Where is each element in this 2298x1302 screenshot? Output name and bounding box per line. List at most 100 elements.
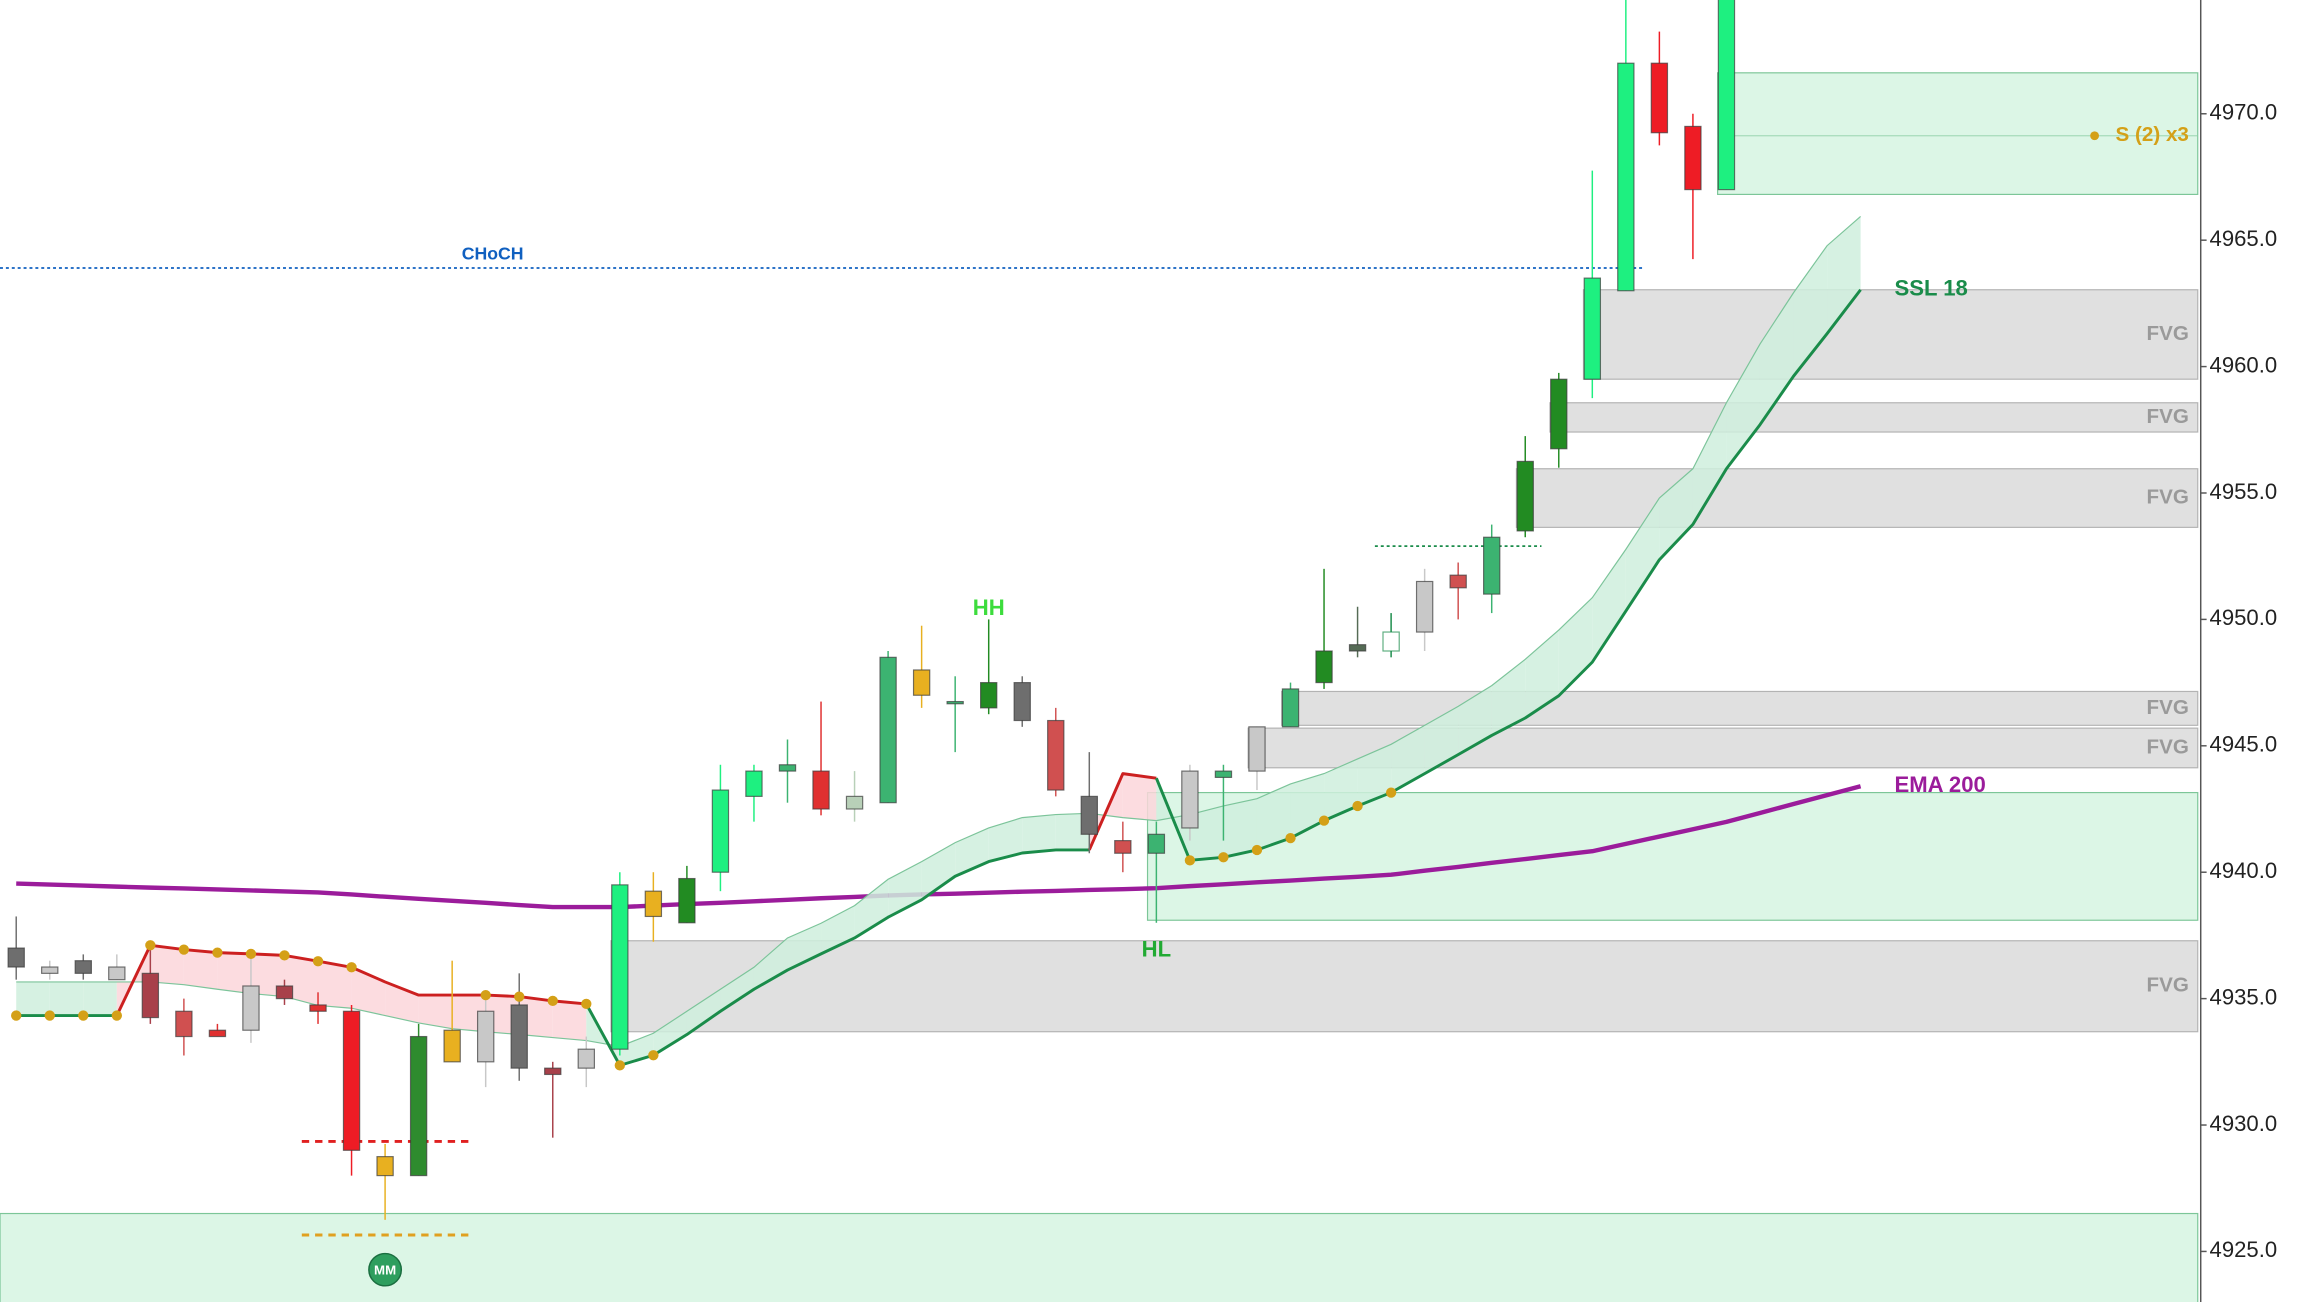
candle-body <box>778 764 797 772</box>
ssl-dot <box>178 944 190 955</box>
level-label: CHoCH <box>462 243 524 263</box>
candle-body <box>443 1029 461 1063</box>
candle-body <box>108 966 126 981</box>
channel-band <box>1357 744 1392 806</box>
y-tick-label: 4940.0 <box>2210 858 2278 883</box>
zone <box>0 1212 2199 1302</box>
candle-body <box>376 1156 394 1177</box>
candle-body <box>242 985 260 1031</box>
channel-band <box>1424 706 1459 774</box>
channel-band <box>753 937 788 990</box>
candle-body <box>1181 770 1199 829</box>
ssl-dot <box>648 1050 659 1061</box>
candle-body <box>1449 574 1467 589</box>
ssl-dot <box>111 1010 122 1021</box>
candle-body <box>1315 650 1333 684</box>
y-tick-label: 4955.0 <box>2210 479 2278 504</box>
channel-band <box>1491 659 1526 736</box>
channel-band <box>988 817 1023 862</box>
channel-band <box>183 949 218 990</box>
candle-body <box>1684 125 1702 191</box>
ssl-dot <box>312 956 324 967</box>
ssl-dot <box>245 948 257 960</box>
channel-band <box>1022 814 1056 853</box>
candle-body <box>1483 536 1501 595</box>
badge-label: MM <box>374 1263 396 1278</box>
candle-body <box>711 789 730 873</box>
ssl-dot <box>1318 815 1330 826</box>
zone-dot <box>2090 131 2100 141</box>
ssl-dot <box>11 1010 22 1021</box>
y-tick-label: 4965.0 <box>2210 226 2278 251</box>
y-tick-label: 4960.0 <box>2210 352 2278 377</box>
candle-body <box>510 1004 528 1069</box>
zone-label: S (2) x3 <box>2116 123 2189 146</box>
y-axis: 4925.0 4930.0 4935.0 4940.0 4945.0 4950.0 4955… <box>2199 0 2278 1302</box>
candle-body <box>845 795 864 810</box>
ssl-dot <box>1385 787 1397 798</box>
candle-body <box>175 1010 193 1038</box>
candle-body <box>141 972 160 1019</box>
zone-label: FVG <box>2146 486 2188 509</box>
channel-band <box>1525 630 1559 718</box>
channel-band <box>1692 402 1727 525</box>
candle-body <box>1080 795 1098 835</box>
ssl-dot <box>480 989 491 1001</box>
candle-body <box>879 656 897 804</box>
ssl-dot <box>212 947 223 958</box>
channel-band <box>653 1011 687 1056</box>
y-tick-label: 4970.0 <box>2210 100 2278 125</box>
channel-band <box>49 981 84 1016</box>
channel-band <box>1759 292 1794 425</box>
candle-body <box>1047 719 1065 791</box>
zone-label: FVG <box>2146 974 2188 997</box>
swing-label: HH <box>973 595 1005 620</box>
ssl-dot <box>1218 852 1229 863</box>
candle-body <box>611 884 629 1050</box>
overlay-line <box>1087 772 1157 851</box>
candle-body <box>678 877 696 924</box>
channel-band <box>1592 549 1626 663</box>
channel-band <box>83 981 117 1016</box>
channel-band <box>318 961 352 1009</box>
y-tick-label: 4930.0 <box>2210 1111 2278 1136</box>
zone <box>1582 289 2199 380</box>
candle-body <box>7 947 25 968</box>
candle-body <box>1516 460 1534 532</box>
candle-body <box>1617 62 1635 292</box>
badge <box>368 1252 403 1287</box>
ssl-dot <box>1184 855 1196 866</box>
candle-body <box>74 960 92 974</box>
zone <box>1549 402 2199 433</box>
overlay-label: EMA 200 <box>1894 772 1985 797</box>
swing-label: HL <box>1142 937 1171 962</box>
ssl-dot <box>614 1060 625 1071</box>
zone <box>1717 72 2199 196</box>
zone-label: FVG <box>2146 405 2188 428</box>
candle-body <box>1348 644 1367 652</box>
channel-band <box>1324 758 1358 821</box>
channel-band <box>1122 773 1157 821</box>
channel-band <box>1290 773 1325 839</box>
candle-body <box>544 1067 562 1076</box>
zone-label: FVG <box>2146 322 2188 345</box>
overlay-label: SSL 18 <box>1894 276 1967 301</box>
overlay-line <box>584 848 1090 1067</box>
candle-body <box>275 985 294 1000</box>
channel-band <box>1458 685 1492 755</box>
ssl-dot <box>547 995 558 1007</box>
candle-body <box>409 1035 428 1177</box>
candle-body <box>980 682 998 709</box>
channel-band <box>1391 725 1425 793</box>
plot-area: FVG FVG FVG FVG FVG FVG S (2) x3 CHoCH EMA 200 SS… <box>0 0 2199 1302</box>
candle-body <box>577 1048 595 1069</box>
zone-label: FVG <box>2146 696 2188 719</box>
y-tick-label: 4950.0 <box>2210 605 2278 630</box>
candle-body <box>208 1029 227 1038</box>
zone <box>610 940 2199 1033</box>
ssl-dot <box>1352 800 1363 812</box>
candle-body <box>1248 726 1266 772</box>
channel-band <box>16 981 50 1016</box>
